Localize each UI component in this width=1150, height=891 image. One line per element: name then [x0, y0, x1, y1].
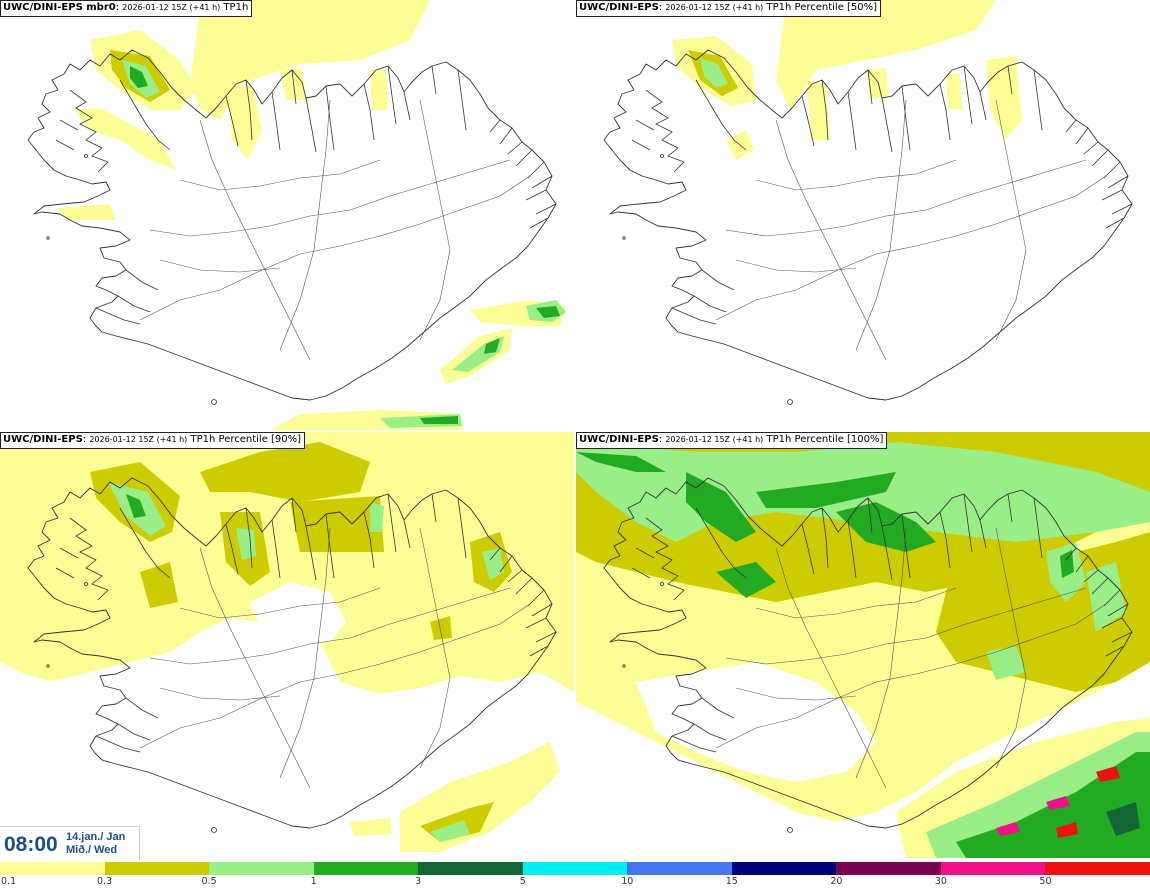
panel-title: UWC/DINI-EPS mbr0: 2026-01-12 15Z (+41 h… — [0, 0, 253, 17]
panel-title: UWC/DINI-EPS: 2026-01-12 15Z (+41 h) TP1… — [576, 0, 882, 17]
colorbar-label: 3 — [415, 876, 422, 887]
precip-area — [996, 822, 1020, 836]
colorbar-labels: 0.1 0.3 0.5 1 3 5 10 15 20 30 50 — [0, 876, 1150, 890]
colorbar-label: 5 — [519, 876, 526, 887]
precip-area — [200, 442, 370, 502]
precip-area — [370, 70, 388, 110]
precip-map-p90 — [0, 432, 574, 858]
precip-area — [250, 582, 346, 642]
run-time: 2026-01-12 15Z (+41 h) — [122, 3, 221, 12]
precip-area — [636, 662, 876, 782]
colorbar-label: 30 — [934, 876, 947, 887]
valid-date: 14.jan./ Jan Mið./ Wed — [66, 831, 125, 857]
precip-area — [56, 204, 116, 220]
colorbar-label: 0.1 — [1, 876, 17, 887]
valid-date-line2: Mið./ Wed — [66, 844, 118, 856]
precip-area — [836, 502, 936, 552]
precip-area — [1060, 550, 1074, 578]
precip-area — [986, 56, 1022, 140]
precip-area — [290, 496, 384, 552]
colorbar-cell — [731, 862, 837, 875]
precip-area — [420, 416, 458, 424]
colorbar-cell — [313, 862, 419, 875]
precip-area — [716, 562, 776, 598]
precip-area — [190, 0, 430, 120]
colorbar-cell — [1045, 862, 1150, 875]
colorbar-label: 1 — [310, 876, 317, 887]
precip-area — [576, 452, 666, 472]
colorbar-label: 15 — [725, 876, 738, 887]
precip-area — [776, 0, 996, 110]
precip-area — [1046, 796, 1070, 810]
colorbar-cell — [209, 862, 314, 875]
field-name: TP1h Percentile [90%] — [190, 434, 302, 445]
precip-area — [1086, 562, 1126, 632]
run-time: 2026-01-12 15Z (+41 h) — [665, 3, 764, 12]
precip-area — [1106, 802, 1140, 836]
valid-date-line1: 14.jan./ Jan — [66, 831, 126, 843]
precip-area — [484, 338, 500, 354]
precip-area — [430, 820, 470, 842]
colorbar-label: 20 — [830, 876, 843, 887]
colorbar-label: 10 — [621, 876, 634, 887]
colorbar-cell — [627, 862, 732, 875]
precip-area — [74, 108, 176, 170]
model-name: UWC/DINI-EPS — [579, 434, 659, 445]
map-panel-mbr0: UWC/DINI-EPS mbr0: 2026-01-12 15Z (+41 h… — [0, 0, 574, 430]
colorbar-cell — [940, 862, 1046, 875]
precip-area — [866, 68, 888, 100]
map-panel-p50: UWC/DINI-EPS: 2026-01-12 15Z (+41 h) TP1… — [576, 0, 1150, 430]
precip-area — [126, 494, 146, 518]
colorbar-label: 0.5 — [201, 876, 217, 887]
colorbar-label: 50 — [1039, 876, 1052, 887]
precip-map-p100 — [576, 432, 1150, 858]
panel-title: UWC/DINI-EPS: 2026-01-12 15Z (+41 h) TP1… — [576, 432, 888, 449]
precip-area — [130, 66, 148, 88]
precip-area — [856, 776, 878, 804]
map-panel-p90: UWC/DINI-EPS: 2026-01-12 15Z (+41 h) TP1… — [0, 432, 574, 858]
run-time: 2026-01-12 15Z (+41 h) — [89, 435, 188, 444]
precip-area — [1056, 822, 1078, 838]
colorbar-cell — [836, 862, 941, 875]
precip-area — [686, 472, 756, 542]
precip-area — [430, 616, 452, 640]
colorbar-cell — [104, 862, 210, 875]
precip-area — [370, 502, 384, 532]
field-name: TP1h Percentile [100%] — [766, 434, 884, 445]
precip-map-mbr0 — [27, 0, 566, 430]
colorbar-cell — [0, 862, 105, 875]
precip-map-p50 — [603, 0, 1133, 405]
precip-area — [482, 548, 504, 580]
precip-area — [986, 646, 1026, 680]
model-name: UWC/DINI-EPS — [3, 434, 83, 445]
precip-area — [280, 68, 306, 100]
precip-area — [350, 818, 392, 836]
model-name: UWC/DINI-EPS mbr0 — [3, 2, 116, 13]
precip-area — [1096, 766, 1120, 782]
precip-area — [756, 472, 896, 508]
valid-time-box: 08:00 14.jan./ Jan Mið./ Wed — [0, 826, 140, 860]
panel-title: UWC/DINI-EPS: 2026-01-12 15Z (+41 h) TP1… — [0, 432, 306, 449]
precip-area — [946, 74, 962, 110]
field-name: TP1h — [223, 2, 249, 13]
precip-area — [140, 562, 178, 608]
colorbar-cell — [522, 862, 628, 875]
map-panel-p100: UWC/DINI-EPS: 2026-01-12 15Z (+41 h) TP1… — [576, 432, 1150, 858]
colorbar-cell — [418, 862, 523, 875]
precip-area — [700, 58, 728, 88]
run-time: 2026-01-12 15Z (+41 h) — [665, 435, 764, 444]
model-name: UWC/DINI-EPS — [579, 2, 659, 13]
field-name: TP1h Percentile [50%] — [766, 2, 878, 13]
precip-colorbar — [0, 862, 1150, 875]
colorbar-label: 0.3 — [96, 876, 113, 887]
valid-time: 08:00 — [4, 833, 58, 856]
precip-area — [536, 306, 560, 318]
